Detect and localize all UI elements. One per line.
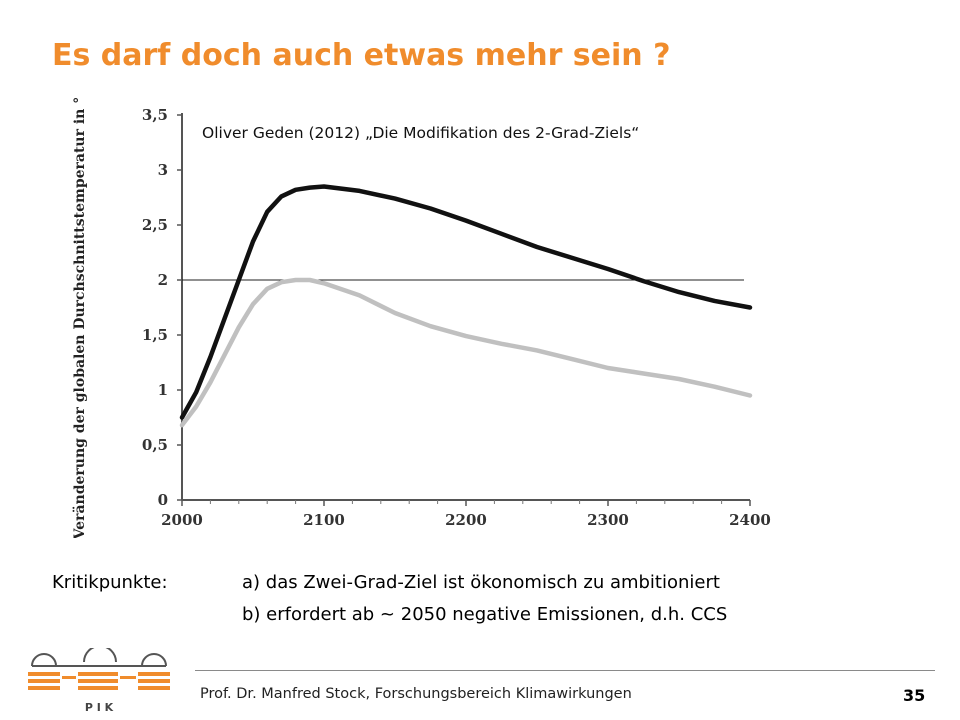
temperature-chart: 0 0,5 1 1,5 2 2,5 3 3,5 2000 2100 2200 2300 2400 Verä… xyxy=(60,98,780,538)
footer-divider xyxy=(195,670,935,671)
x-tick-label: 2100 xyxy=(303,511,345,529)
footer-text: Prof. Dr. Manfred Stock, Forschungsberei… xyxy=(200,686,632,702)
x-tick-label: 2000 xyxy=(161,511,203,529)
pik-logo-graphic: P I K xyxy=(28,645,170,714)
y-tick-label: 1 xyxy=(158,381,168,399)
y-tick-label: 3 xyxy=(158,161,168,179)
critique-label: Kritikpunkte: xyxy=(52,572,168,593)
slide-title: Es darf doch auch etwas mehr sein ? xyxy=(52,38,671,73)
y-tick-label: 3,5 xyxy=(142,106,168,124)
y-tick-label: 2,5 xyxy=(142,216,168,234)
logo-text: P I K xyxy=(85,701,114,714)
x-tick-label: 2400 xyxy=(729,511,771,529)
x-tick-label: 2200 xyxy=(445,511,487,529)
chart-svg: 0 0,5 1 1,5 2 2,5 3 3,5 2000 2100 2200 2300 2400 Verä… xyxy=(72,98,771,538)
y-tick-label: 0,5 xyxy=(142,436,168,454)
y-tick-label: 1,5 xyxy=(142,326,168,344)
page-number: 35 xyxy=(903,686,926,705)
chart-annotation: Oliver Geden (2012) „Die Modifikation de… xyxy=(202,124,640,142)
y-axis-title: Veränderung der globalen Durchschnittste… xyxy=(72,98,88,538)
critique-item-a: a) das Zwei-Grad-Ziel ist ökonomisch zu … xyxy=(242,572,720,593)
x-tick-label: 2300 xyxy=(587,511,629,529)
pik-logo: P I K xyxy=(26,645,171,716)
y-tick-label: 0 xyxy=(158,491,168,509)
critique-item-b: b) erfordert ab ~ 2050 negative Emission… xyxy=(242,604,728,625)
y-tick-label: 2 xyxy=(158,271,168,289)
series-line-grey xyxy=(179,277,753,428)
series-line-black xyxy=(179,184,753,420)
